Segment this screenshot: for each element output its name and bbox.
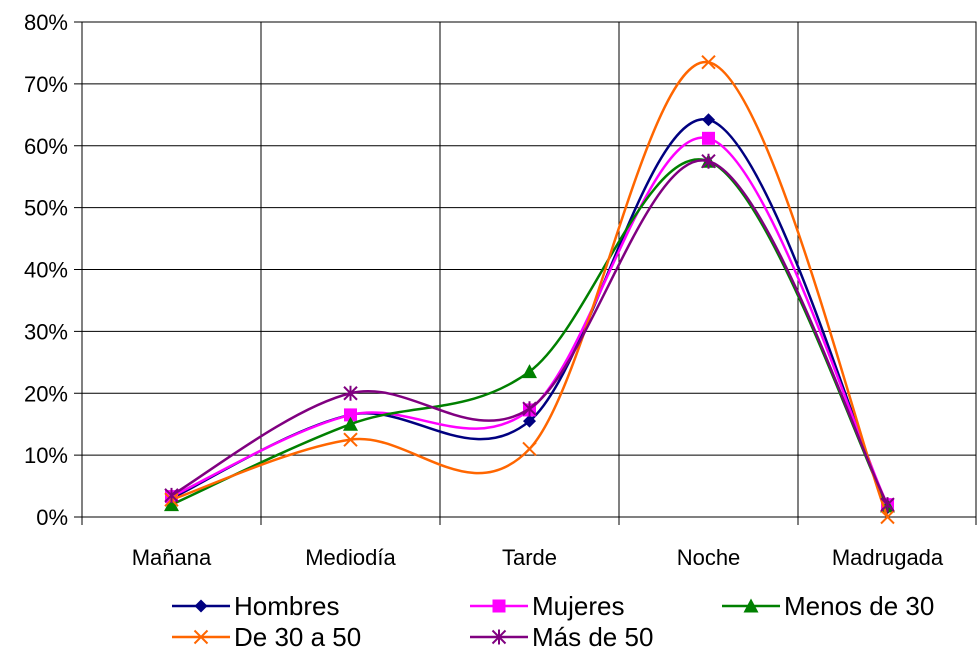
y-tick-label: 50% [24, 196, 68, 221]
legend-label: Hombres [234, 591, 339, 621]
x-tick-label: Tarde [502, 545, 557, 570]
legend-label: De 30 a 50 [234, 622, 361, 652]
data-point [522, 441, 537, 457]
data-point [880, 497, 895, 513]
x-tick-label: Noche [677, 545, 741, 570]
data-point [523, 414, 536, 428]
series-line [170, 136, 889, 506]
legend-item: Más de 50 [470, 622, 653, 652]
y-tick-label: 10% [24, 443, 68, 468]
y-tick-label: 80% [24, 10, 68, 35]
data-point [164, 487, 179, 503]
x-axis: Mañana Mediodía Tarde Noche Madrugada [81, 517, 977, 570]
legend-marker [194, 599, 208, 613]
legend-marker [492, 599, 506, 613]
legend-item: Mujeres [470, 591, 624, 621]
data-point [343, 385, 358, 401]
y-tick-label: 70% [24, 72, 68, 97]
y-tick-label: 60% [24, 134, 68, 159]
y-axis: 0% 10% 20% 30% 40% 50% 60% 70% 80% [24, 10, 82, 530]
data-point [343, 432, 358, 447]
y-tick-label: 30% [24, 319, 68, 344]
y-tick-label: 0% [36, 505, 68, 530]
data-point [701, 55, 716, 70]
data-point [522, 401, 537, 417]
legend: Hombres Mujeres Menos de 30 De 30 a 50 Más d… [172, 591, 934, 652]
series-group [164, 55, 895, 525]
data-point [344, 408, 357, 422]
y-tick-label: 40% [24, 258, 68, 283]
data-point [880, 509, 895, 525]
legend-item: Hombres [172, 591, 339, 621]
legend-item: De 30 a 50 [172, 622, 361, 652]
y-tick-label: 20% [24, 381, 68, 406]
legend-marker [491, 629, 507, 645]
series-m-s-de-50 [164, 153, 895, 513]
series-line [170, 159, 889, 506]
legend-label: Mujeres [532, 591, 624, 621]
data-point [702, 113, 715, 127]
x-tick-label: Madrugada [832, 545, 944, 570]
legend-item: Menos de 30 [722, 591, 934, 621]
legend-marker [193, 629, 209, 645]
data-point [164, 497, 179, 512]
legend-label: Menos de 30 [784, 591, 934, 621]
data-point [522, 364, 537, 379]
data-point [702, 131, 715, 145]
data-point [343, 416, 358, 431]
data-point [701, 153, 716, 169]
legend-label: Más de 50 [532, 622, 653, 652]
x-tick-label: Mañana [132, 545, 212, 570]
x-tick-label: Mediodía [305, 545, 396, 570]
legend-marker [743, 598, 759, 613]
